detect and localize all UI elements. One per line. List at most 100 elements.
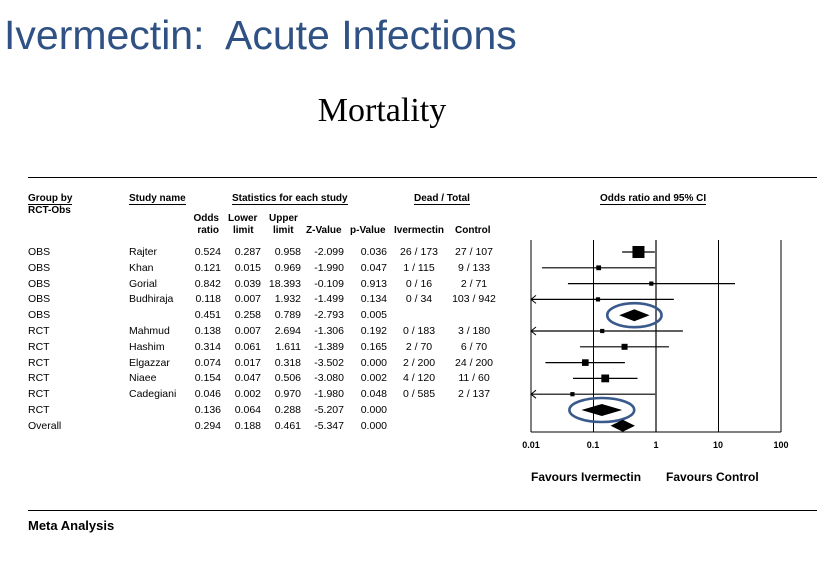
tick-label-0: 0.01 [522, 440, 540, 450]
cell-lo: 0.039 [234, 277, 261, 290]
cell-ct: 9 / 133 [457, 261, 491, 274]
cell-z: -5.207 [314, 404, 344, 416]
point-rajter [632, 246, 645, 258]
cell-ct: 2 / 137 [457, 388, 491, 401]
cell-hi: 0.288 [274, 404, 301, 416]
cell-or: 0.294 [194, 419, 221, 432]
cell-hi: 1.932 [274, 293, 301, 306]
header-odds-ci: Odds ratio and 95% CI [600, 193, 707, 205]
highlight-ring-obs [605, 301, 663, 329]
cell-or: 0.154 [194, 372, 221, 385]
point-hashim [621, 343, 628, 350]
header-group-by: Group by [28, 193, 73, 205]
point-niaee [601, 374, 610, 383]
cell-or: 0.314 [194, 340, 221, 353]
cell-hi: 1.611 [275, 340, 302, 353]
header-ratio: ratio [197, 225, 219, 236]
cell-hi: 0.970 [274, 388, 301, 401]
tick-label-2: 1 [653, 440, 659, 450]
point-mahmud [600, 328, 605, 334]
header-ivermectin: Ivermectin [394, 225, 445, 236]
cell-iv: 2 / 200 [402, 356, 436, 369]
cell-ct: 24 / 200 [455, 356, 493, 369]
cell-p: 0.913 [360, 277, 387, 290]
cell-group: RCT [28, 372, 50, 385]
cell-z: -1.389 [314, 340, 344, 353]
cell-study: Mahmud [129, 325, 170, 337]
cell-lo: 0.007 [234, 293, 261, 306]
cell-study: Hashim [129, 340, 165, 353]
cell-p: 0.165 [360, 340, 387, 353]
cell-z: -1.499 [314, 293, 344, 306]
cell-group: Overall [28, 419, 62, 432]
diamond-rct [581, 404, 623, 416]
tick-label-3: 10 [712, 440, 723, 450]
cell-iv: 0 / 16 [405, 277, 433, 290]
cell-hi: 0.318 [274, 356, 301, 369]
cell-lo: 0.007 [234, 325, 261, 337]
cell-study: Budhiraja [129, 293, 174, 306]
cell-z: -3.502 [314, 356, 344, 369]
cell-p: 0.047 [360, 261, 387, 274]
cell-ct: 3 / 180 [457, 325, 491, 337]
diamond-overall [610, 419, 635, 432]
table-bottom-rule [28, 510, 817, 511]
cell-z: -3.080 [314, 372, 344, 385]
meta-analysis-label: Meta Analysis [28, 518, 115, 533]
cell-or: 0.118 [195, 293, 222, 306]
cell-z: -1.980 [314, 388, 344, 401]
header-study-name: Study name [129, 193, 186, 205]
cell-lo: 0.017 [234, 356, 261, 369]
cell-z: -1.990 [314, 261, 344, 274]
table-top-rule [28, 177, 817, 178]
cell-or: 0.451 [194, 309, 221, 322]
cell-z: -2.793 [314, 309, 344, 322]
diamond-obs [619, 309, 650, 322]
cell-group: RCT [28, 388, 50, 401]
header-lower-limit: limit [233, 225, 254, 236]
header-lower: Lower [228, 213, 258, 224]
favours-ivermectin: Favours Ivermectin [531, 470, 642, 484]
cell-group: RCT [28, 340, 50, 353]
cell-z: -0.109 [314, 277, 344, 290]
header-pvalue: p-Value [350, 225, 386, 236]
cell-ct: 11 / 60 [458, 372, 490, 385]
cell-lo: 0.002 [234, 388, 261, 401]
chart-title: Mortality [317, 92, 447, 129]
highlight-ring-rct [568, 396, 636, 424]
cell-hi: 18.393 [268, 277, 301, 290]
cell-or: 0.138 [194, 325, 221, 337]
cell-or: 0.046 [194, 388, 221, 401]
cell-lo: 0.287 [234, 246, 261, 258]
cell-lo: 0.015 [234, 261, 261, 274]
ci-arrow-cadegiani [530, 389, 537, 399]
cell-group: OBS [28, 309, 51, 322]
cell-group: RCT [28, 404, 50, 416]
header-dead-total: Dead / Total [414, 193, 470, 205]
header-upper-limit: limit [273, 225, 294, 236]
cell-group: RCT [28, 356, 50, 369]
cell-group: OBS [28, 261, 51, 274]
cell-p: 0.036 [360, 246, 387, 258]
point-khan [596, 265, 602, 271]
header-odds: Odds [193, 213, 219, 224]
cell-ct: 6 / 70 [460, 340, 488, 353]
point-gorial [649, 281, 654, 286]
cell-p: 0.192 [360, 325, 387, 337]
cell-or: 0.136 [194, 404, 221, 416]
point-cadegiani [570, 392, 575, 397]
cell-ct: 103 / 942 [452, 293, 496, 306]
ci-arrow-budhiraja [530, 295, 537, 304]
cell-hi: 0.506 [274, 372, 301, 385]
cell-study: Khan [129, 261, 154, 274]
cell-lo: 0.047 [234, 372, 261, 385]
cell-iv: 2 / 70 [405, 340, 433, 353]
cell-or: 0.074 [194, 356, 221, 369]
cell-hi: 0.461 [274, 419, 301, 432]
cell-or: 0.121 [194, 261, 221, 274]
cell-z: -2.099 [314, 246, 344, 258]
point-budhiraja [595, 297, 601, 302]
cell-iv: 1 / 115 [403, 261, 435, 274]
cell-iv: 26 / 173 [400, 246, 438, 258]
header-zvalue: Z-Value [306, 225, 342, 236]
